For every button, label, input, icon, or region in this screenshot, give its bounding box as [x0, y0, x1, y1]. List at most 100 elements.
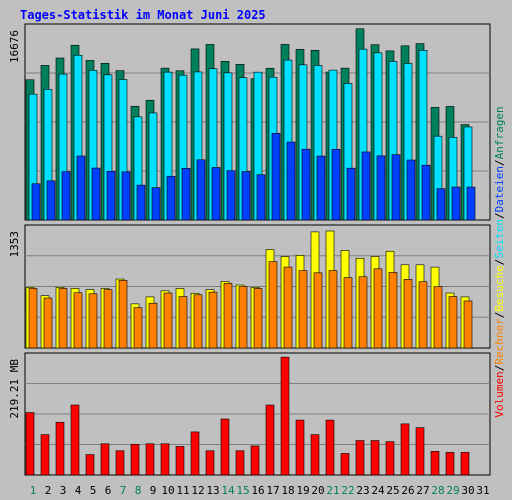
bar-rechner-day-12	[193, 294, 203, 349]
bar-volumen-day-21	[325, 419, 335, 476]
bar-rechner-day-27	[418, 281, 428, 349]
bar-dateien-day-17	[271, 133, 281, 221]
bar-rechner-day-21	[328, 270, 338, 349]
bar-volumen-day-15	[235, 450, 245, 476]
y-max-label: 1353	[8, 231, 21, 258]
bar-volumen-day-23	[355, 440, 365, 476]
tick-label-day-4: 4	[75, 484, 82, 497]
tick-label-day-14: 14	[221, 484, 235, 497]
tick-label-day-20: 20	[311, 484, 324, 497]
tick-label-day-27: 27	[416, 484, 429, 497]
bar-rechner-day-16	[253, 288, 263, 349]
bar-rechner-day-15	[238, 286, 248, 349]
bar-volumen-day-2	[40, 434, 50, 476]
bar-rechner-day-18	[283, 266, 293, 349]
bar-dateien-day-28	[436, 188, 446, 221]
bar-dateien-day-30	[466, 186, 476, 221]
bar-dateien-day-27	[421, 164, 431, 221]
tick-label-day-1: 1	[30, 484, 37, 497]
legend-seiten: Seiten	[493, 219, 506, 259]
tick-label-day-21: 21	[326, 484, 339, 497]
bar-dateien-day-10	[166, 175, 176, 221]
bar-rechner-day-9	[148, 302, 158, 349]
bar-rechner-day-24	[373, 268, 383, 349]
bar-dateien-day-15	[241, 171, 251, 221]
bar-dateien-day-3	[61, 171, 71, 221]
bar-volumen-day-25	[385, 441, 395, 476]
bar-dateien-day-20	[316, 155, 326, 221]
bar-volumen-day-1	[25, 412, 35, 476]
hits-panel: 16676	[8, 23, 491, 221]
bar-rechner-day-25	[388, 272, 398, 349]
bar-rechner-day-13	[208, 291, 218, 349]
bar-rechner-day-22	[343, 277, 353, 349]
bar-volumen-day-30	[460, 452, 470, 476]
tick-label-day-15: 15	[236, 484, 249, 497]
bar-rechner-day-26	[403, 279, 413, 349]
tick-label-day-3: 3	[60, 484, 67, 497]
bar-dateien-day-13	[211, 167, 221, 221]
svg-text:Volumen/Rechner/Besuche/Seiten: Volumen/Rechner/Besuche/Seiten/Dateien/A…	[493, 106, 506, 417]
bar-rechner-day-6	[103, 289, 113, 349]
legend-separator: /	[493, 312, 506, 319]
bar-dateien-day-5	[91, 167, 101, 221]
bar-volumen-day-12	[190, 431, 200, 476]
bar-dateien-day-2	[46, 180, 56, 221]
tick-label-day-17: 17	[266, 484, 279, 497]
tick-label-day-19: 19	[296, 484, 309, 497]
chart-title: Tages-Statistik im Monat Juni 2025	[20, 8, 266, 22]
bar-rechner-day-30	[463, 300, 473, 349]
bar-dateien-day-14	[226, 170, 236, 221]
bar-volumen-day-10	[160, 443, 170, 476]
bar-volumen-day-8	[130, 444, 140, 476]
bar-dateien-day-22	[346, 167, 356, 221]
tick-label-day-28: 28	[431, 484, 444, 497]
bar-volumen-day-9	[145, 443, 155, 476]
bar-dateien-day-26	[406, 159, 416, 221]
bar-rechner-day-14	[223, 283, 233, 349]
legend: Volumen/Rechner/Besuche/Seiten/Dateien/A…	[493, 106, 506, 417]
bar-dateien-day-6	[106, 170, 116, 221]
bar-rechner-day-28	[433, 286, 443, 349]
y-max-label: 219.21 MB	[8, 359, 21, 419]
bar-volumen-day-4	[70, 404, 80, 476]
bar-rechner-day-29	[448, 296, 458, 349]
tick-label-day-11: 11	[176, 484, 189, 497]
legend-rechner: Rechner	[493, 318, 506, 365]
legend-separator: /	[493, 259, 506, 266]
bar-volumen-day-28	[430, 451, 440, 476]
volume-panel: 219.21 MB	[8, 352, 491, 476]
legend-besuche: Besuche	[493, 265, 506, 311]
bar-volumen-day-6	[100, 443, 110, 476]
bar-volumen-day-29	[445, 452, 455, 476]
tick-label-day-24: 24	[371, 484, 385, 497]
bar-volumen-day-19	[295, 419, 305, 476]
bar-dateien-day-16	[256, 174, 266, 221]
tick-label-day-8: 8	[135, 484, 142, 497]
tick-label-day-7: 7	[120, 484, 127, 497]
tick-label-day-10: 10	[161, 484, 174, 497]
bar-rechner-day-2	[43, 297, 53, 349]
bar-rechner-day-19	[298, 270, 308, 349]
tick-label-day-29: 29	[446, 484, 459, 497]
bar-dateien-day-9	[151, 187, 161, 221]
bar-volumen-day-13	[205, 450, 215, 476]
bar-dateien-day-19	[301, 148, 311, 221]
tick-label-day-6: 6	[105, 484, 112, 497]
bar-rechner-day-23	[358, 276, 368, 349]
bar-rechner-day-10	[163, 292, 173, 349]
bar-volumen-day-16	[250, 445, 260, 476]
bar-dateien-day-11	[181, 168, 191, 221]
bar-dateien-day-8	[136, 184, 146, 221]
tick-label-day-25: 25	[386, 484, 399, 497]
bar-rechner-day-5	[88, 293, 98, 349]
bar-volumen-day-3	[55, 421, 65, 476]
visits-panel: 1353	[8, 224, 491, 349]
bar-volumen-day-27	[415, 427, 425, 476]
legend-dateien: Dateien	[493, 166, 506, 212]
bar-volumen-day-18	[280, 356, 290, 476]
bar-dateien-day-4	[76, 155, 86, 221]
tick-label-day-9: 9	[150, 484, 157, 497]
day-axis-labels: 1 2 3 4 5 6 7 8 9 10 11 12 13 14 15 16 17 18 19 20 21 22 23 24 2…	[30, 484, 490, 497]
